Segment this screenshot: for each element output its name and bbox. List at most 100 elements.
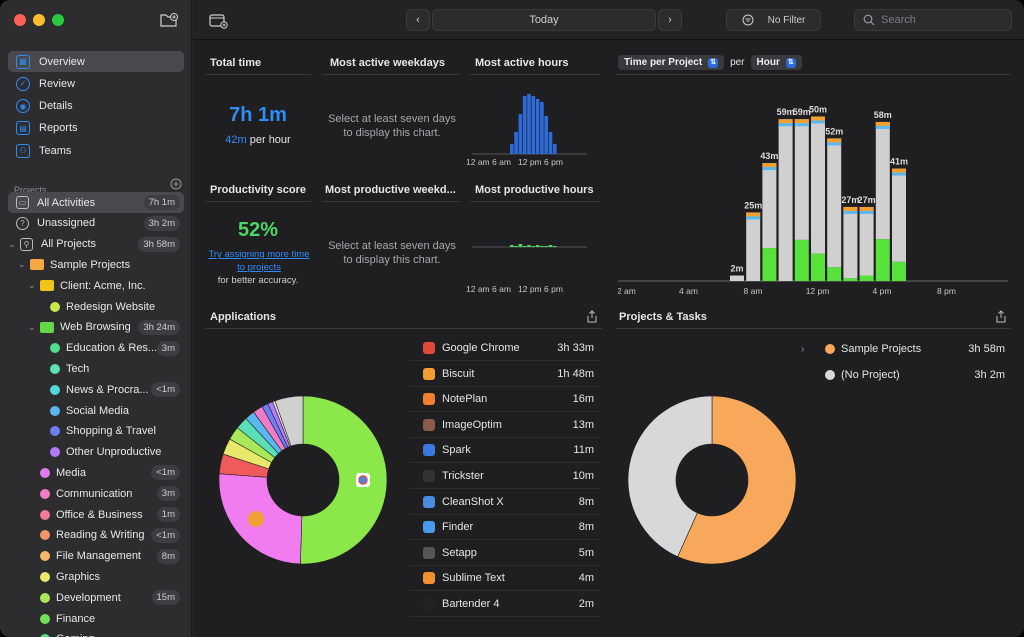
application-row[interactable]: NotePlan 16m <box>410 387 600 413</box>
project-label: Web Browsing <box>60 321 131 334</box>
calendar-add-icon[interactable] <box>209 13 229 29</box>
project-item[interactable]: File Management 8m <box>8 546 184 567</box>
application-row[interactable]: Sublime Text 4m <box>410 566 600 592</box>
hour-tick-label: 12 am <box>466 284 490 294</box>
chevron-down-icon[interactable]: ⌄ <box>8 238 16 249</box>
bar-productive-segment <box>843 278 858 281</box>
project-item[interactable]: ⌄ Client: Acme, Inc. <box>8 275 184 296</box>
project-item[interactable]: ⌄ Sample Projects <box>8 254 184 275</box>
project-label: Shopping & Travel <box>66 425 156 438</box>
share-icon[interactable] <box>586 310 598 323</box>
total-time-value: 7h 1m <box>229 104 287 126</box>
app-name: CleanShot X <box>442 495 504 508</box>
project-item[interactable]: ⌄ ⚲ All Projects 3h 58m <box>8 234 184 255</box>
application-row[interactable]: Spark 11m <box>410 438 600 464</box>
project-item[interactable]: ⌄ Web Browsing 3h 24m <box>8 317 184 338</box>
project-item[interactable]: Communication 3m <box>8 483 184 504</box>
project-item[interactable]: ▭ All Activities 7h 1m <box>8 192 184 213</box>
project-item[interactable]: Shopping & Travel <box>8 421 184 442</box>
hour-bar <box>527 94 531 154</box>
project-item[interactable]: ? Unassigned 3h 2m <box>8 213 184 234</box>
close-window-button[interactable] <box>14 14 26 26</box>
application-row[interactable]: CleanShot X 8m <box>410 490 600 515</box>
sidebar-nav-overview[interactable]: ▦ Overview <box>8 51 184 72</box>
hour-bar <box>544 116 548 154</box>
minimize-window-button[interactable] <box>33 14 45 26</box>
project-time: 3h 58m <box>968 343 1005 355</box>
application-row[interactable]: Biscuit 1h 48m <box>410 362 600 387</box>
project-task-row[interactable]: (No Project) 3h 2m <box>815 366 1005 384</box>
app-name: Trickster <box>442 470 484 482</box>
application-row[interactable]: Google Chrome 3h 33m <box>410 336 600 361</box>
app-time: 3h 33m <box>557 342 594 354</box>
bar-accent-segment <box>778 123 793 127</box>
chevron-down-icon[interactable]: ⌄ <box>18 259 26 270</box>
search-input[interactable]: Search <box>854 9 1012 31</box>
project-task-row[interactable]: › Sample Projects 3h 58m <box>801 340 1005 358</box>
application-row[interactable]: ImageOptim 13m <box>410 413 600 438</box>
bar-productive-segment <box>762 248 777 281</box>
color-dot <box>40 571 50 582</box>
project-item[interactable]: Redesign Website <box>8 296 184 317</box>
app-time: 8m <box>578 495 594 508</box>
application-row[interactable]: Setapp 5m <box>410 541 600 566</box>
filter-button[interactable]: No Filter <box>726 9 821 31</box>
sidebar-nav-teams[interactable]: ⚇ Teams <box>8 140 184 161</box>
chevron-down-icon[interactable]: ⌄ <box>28 280 36 291</box>
project-item[interactable]: News & Procra... <1m <box>8 379 184 400</box>
project-item[interactable]: Other Unproductive <box>8 442 184 463</box>
bar-accent-segment <box>843 210 858 214</box>
date-display[interactable]: Today <box>432 9 656 31</box>
zoom-window-button[interactable] <box>52 14 64 26</box>
bar-other-segment <box>762 163 777 249</box>
application-row[interactable]: Finder 8m <box>410 515 600 541</box>
active-hours-chart <box>472 94 587 155</box>
chevron-right-icon: › <box>668 14 672 26</box>
project-item[interactable]: Reading & Writing <1m <box>8 525 184 546</box>
hour-bar <box>510 144 514 154</box>
project-item[interactable]: Social Media <box>8 400 184 421</box>
color-dot <box>40 551 50 562</box>
chevron-down-icon[interactable]: ⌄ <box>28 321 36 332</box>
chevron-right-icon[interactable]: › <box>801 343 805 355</box>
project-item[interactable]: Gaming <box>8 629 184 637</box>
sidebar-nav-reports[interactable]: ▤ Reports <box>8 118 184 139</box>
project-item[interactable]: Tech <box>8 358 184 379</box>
project-item[interactable]: Graphics <box>8 566 184 587</box>
time-badge: <1m <box>151 527 180 543</box>
app-icon <box>423 393 435 406</box>
app-name: Finder <box>442 521 474 534</box>
bar-accent-segment <box>859 210 874 214</box>
metric-select[interactable]: Time per Project ⇅ <box>618 55 725 70</box>
color-dot <box>40 530 50 541</box>
person-icon: ⚲ <box>20 237 33 251</box>
application-row[interactable]: Bartender 4 2m <box>410 592 600 617</box>
bar-other-segment <box>859 206 874 276</box>
application-row[interactable]: Trickster 10m <box>410 464 600 489</box>
tray-icon: ▭ <box>16 196 29 209</box>
sidebar-nav-review[interactable]: ✓ Review <box>8 73 184 94</box>
bar-productive-segment <box>859 275 874 281</box>
period-select[interactable]: Hour ⇅ <box>750 55 802 70</box>
color-dot <box>50 405 60 416</box>
previous-day-button[interactable]: ‹ <box>406 9 430 31</box>
bar-other-segment <box>811 116 825 254</box>
new-folder-icon[interactable] <box>160 12 178 28</box>
weekdays-title: Most active weekdays <box>330 57 445 69</box>
sidebar-nav-details[interactable]: ◉ Details <box>8 96 184 117</box>
project-item[interactable]: Media <1m <box>8 462 184 483</box>
share-icon[interactable] <box>995 310 1007 323</box>
project-item[interactable]: Finance <box>8 608 184 629</box>
biscuit-icon <box>248 511 264 527</box>
app-icon <box>423 367 435 380</box>
assign-time-link[interactable]: Try assigning more time to projects <box>208 249 310 273</box>
add-project-icon[interactable] <box>170 178 182 190</box>
project-item[interactable]: Development 15m <box>8 587 184 608</box>
next-day-button[interactable]: › <box>658 9 682 31</box>
x-tick-label: 12 am <box>618 286 636 296</box>
hour-tick-label: 12 pm <box>518 157 542 167</box>
project-item[interactable]: Office & Business 1m <box>8 504 184 525</box>
project-item[interactable]: Education & Res... 3m <box>8 338 184 359</box>
sidebar-nav-label: Teams <box>39 144 72 157</box>
